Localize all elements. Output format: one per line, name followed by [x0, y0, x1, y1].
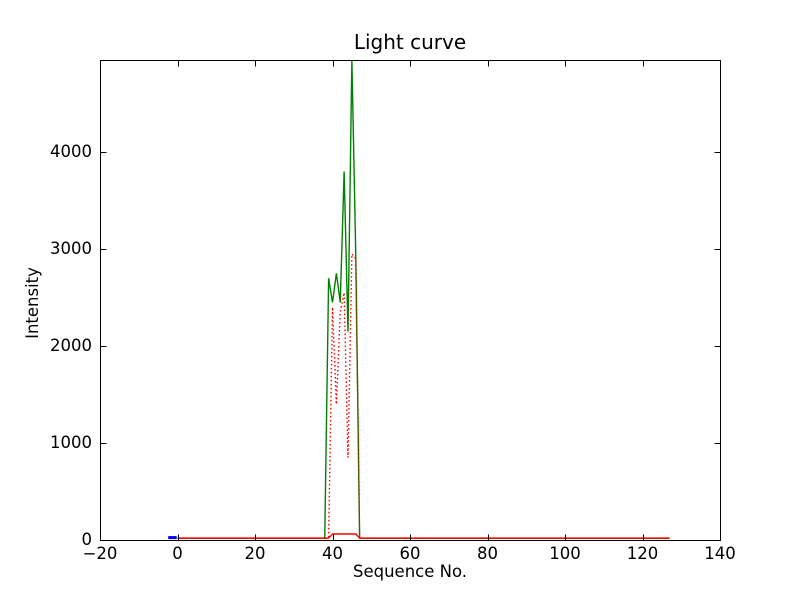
x-tick-label: 20: [244, 544, 266, 563]
axes-frame: [100, 60, 721, 541]
series-red-dotted-curve: [177, 251, 670, 539]
chart-title: Light curve: [353, 30, 467, 54]
x-tick-label: 40: [322, 544, 343, 563]
series-green-light-curve: [177, 60, 670, 539]
y-tick-label: 2000: [50, 336, 92, 356]
y-tick-label: 3000: [50, 239, 92, 259]
x-tick-label: 0: [172, 544, 183, 563]
x-tick-label: 60: [399, 544, 421, 563]
y-axis-label: Intensity: [22, 267, 42, 339]
x-tick-label: 80: [477, 544, 498, 563]
x-tick-label: −20: [82, 544, 118, 563]
series-red-solid-baseline: [177, 533, 670, 539]
x-tick-label: 120: [626, 544, 659, 563]
y-tick-label: 4000: [50, 142, 92, 162]
y-tick-label: 0: [81, 530, 93, 549]
x-tick-label: 140: [704, 544, 736, 563]
x-axis-label: Sequence No.: [352, 562, 468, 581]
x-tick-label: 100: [549, 544, 581, 563]
y-tick-label: 1000: [50, 433, 92, 452]
